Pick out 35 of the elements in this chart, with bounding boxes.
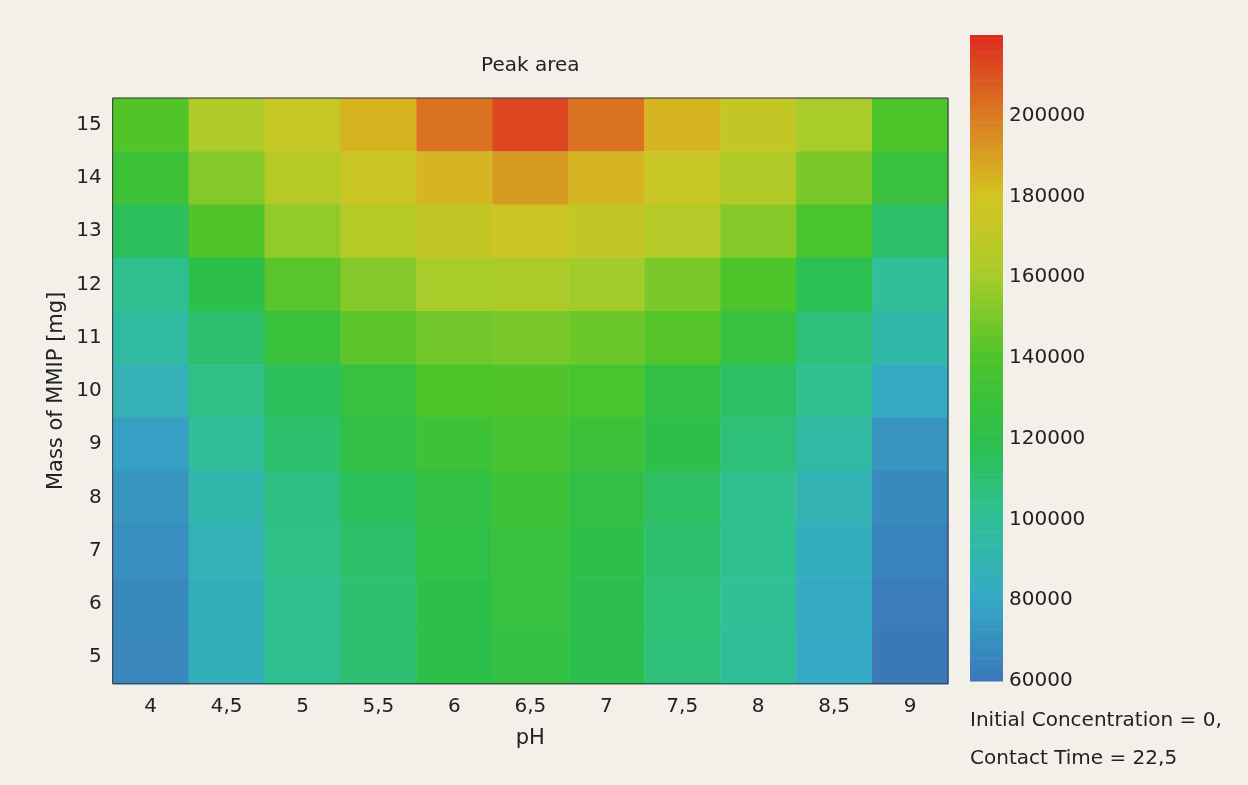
x-tick-label: 5,5: [362, 693, 395, 717]
y-tick-label: 5: [88, 643, 102, 668]
color-bar-label: 160000: [1009, 263, 1086, 288]
x-axis-title: pH: [515, 724, 545, 749]
y-tick-label: 8: [88, 483, 102, 508]
x-tick-label: 8: [751, 693, 765, 717]
y-tick-label: 13: [76, 217, 102, 242]
text: Contact Time = 22,5: [970, 745, 1178, 769]
x-tick-label: 7: [599, 693, 613, 717]
y-tick-label: 12: [76, 270, 102, 295]
y-tick-label: 14: [76, 164, 102, 189]
text: Initial Concentration = 0,: [970, 707, 1222, 731]
y-tick-label: 15: [76, 110, 102, 135]
x-tick-label: 9: [903, 693, 917, 717]
x-tick-label: 4: [144, 693, 157, 717]
color-bar-label: 80000: [1009, 586, 1073, 611]
chart-title: Peak area: [481, 52, 580, 77]
y-tick-label: 11: [76, 323, 102, 348]
color-bar-label: 200000: [1009, 101, 1086, 126]
x-tick-label: 5: [296, 693, 309, 717]
y-tick-label: 10: [76, 377, 102, 402]
x-tick-label: 6: [448, 693, 461, 717]
y-tick-label: 6: [88, 590, 102, 615]
x-tick-label: 8,5: [818, 693, 850, 717]
color-bar-label: 100000: [1009, 505, 1086, 530]
y-tick-label: 9: [88, 430, 102, 455]
color-bar-label: 120000: [1009, 424, 1086, 449]
color-bar-label: 140000: [1009, 344, 1086, 369]
x-tick-label: 6,5: [514, 693, 547, 717]
y-tick-label: 7: [88, 536, 102, 561]
x-tick-label: 7,5: [666, 693, 699, 717]
y-axis-title: Mass of MMIP [mg]: [43, 291, 68, 491]
color-bar-label: 180000: [1009, 182, 1086, 207]
color-bar-label: 60000: [1009, 667, 1073, 691]
x-tick-label: 4,5: [210, 693, 243, 717]
